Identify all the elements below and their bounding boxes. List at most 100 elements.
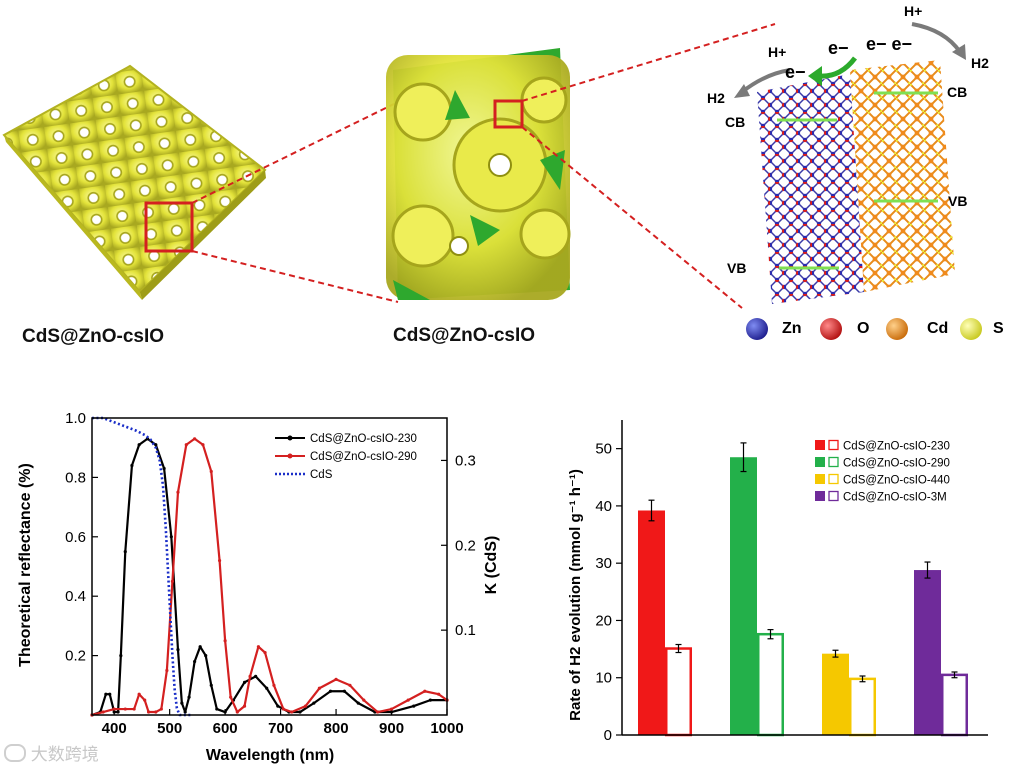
y2-tick-label: 0.1	[455, 622, 476, 639]
zoom-box-left	[144, 201, 194, 253]
zoom-box-right	[493, 99, 524, 129]
series-point-1	[209, 469, 213, 474]
legend-s: S	[993, 320, 1004, 337]
series-point-0	[356, 701, 360, 705]
series-point-1	[272, 683, 276, 687]
legend-swatch-hollow	[828, 439, 839, 451]
series-point-0	[137, 443, 141, 447]
series-point-1	[263, 651, 267, 655]
x-tick-label: 900	[379, 720, 404, 737]
series-point-0	[108, 692, 112, 696]
legend-swatch-solid	[815, 474, 825, 484]
series-point-0	[254, 674, 258, 678]
atom-ball-cd	[886, 318, 908, 340]
legend-label: CdS@ZnO-csIO-230	[843, 441, 950, 453]
series-point-1	[423, 689, 427, 693]
series-point-1	[242, 704, 247, 708]
legend-230: CdS@ZnO-csIO-230	[310, 433, 417, 445]
series-point-0	[389, 710, 394, 714]
series-point-1	[362, 698, 366, 702]
series-point-0	[180, 701, 184, 705]
zoomed-framework	[386, 48, 571, 300]
series-point-1	[248, 674, 252, 678]
bar-solid	[638, 510, 665, 735]
reflectance-x-label: Wavelength (nm)	[206, 747, 334, 764]
watermark-logo-icon	[4, 743, 26, 762]
series-point-1	[132, 707, 136, 711]
series-line-2	[92, 416, 192, 717]
legend-label: CdS@ZnO-csIO-290	[843, 458, 950, 470]
reflectance-legend: CdS@ZnO-csIO-230 CdS@ZnO-csIO-290 CdS	[275, 433, 417, 481]
watermark: 大数跨境	[4, 740, 99, 765]
x-tick-label: 500	[157, 720, 182, 737]
series-point-0	[204, 654, 208, 658]
caption-middle: CdS@ZnO-csIO	[393, 325, 536, 346]
legend-cds: CdS	[310, 469, 333, 481]
x-tick-label: 800	[324, 720, 349, 737]
atom-ball-s	[960, 318, 982, 340]
series-point-1	[303, 704, 308, 708]
series-point-0	[276, 704, 280, 708]
reflectance-y2-label: K (CdS)	[483, 536, 500, 595]
bar-y-tick-label: 10	[595, 670, 612, 687]
series-point-1	[317, 686, 322, 690]
top-illustration	[2, 22, 982, 340]
series-point-0	[265, 686, 269, 690]
series-point-0	[193, 659, 197, 664]
series-point-0	[328, 689, 333, 693]
series-point-1	[170, 579, 175, 583]
series-point-1	[223, 639, 227, 643]
series-point-1	[290, 710, 294, 714]
series-point-1	[137, 692, 141, 696]
series-point-0	[223, 710, 227, 714]
bar-hollow	[849, 677, 876, 737]
watermark-text: 大数跨境	[30, 745, 99, 765]
legend-zn: Zn	[782, 320, 802, 337]
zoom-line-upper-right	[521, 23, 776, 102]
label-vb-left: VB	[727, 260, 747, 276]
series-point-1	[146, 710, 151, 714]
bar-y-tick-label: 40	[595, 498, 612, 515]
series-point-1	[159, 707, 163, 711]
legend-swatch-solid	[815, 440, 825, 450]
label-h2-right: H2	[971, 55, 989, 71]
label-electron-pair: e− e−	[866, 34, 913, 54]
series-point-0	[198, 645, 202, 649]
bar-solid	[730, 457, 757, 735]
series-line-1	[91, 437, 448, 717]
x-tick-label: 1000	[430, 720, 463, 737]
series-point-0	[112, 710, 116, 714]
label-vb-right: VB	[948, 193, 968, 209]
series-point-1	[176, 490, 180, 494]
series-point-0	[187, 695, 191, 699]
y-tick-label: 0.8	[65, 469, 86, 486]
series-point-1	[184, 443, 188, 447]
series-point-0	[312, 701, 316, 705]
x-tick-label: 700	[268, 720, 293, 737]
legend-o: O	[857, 320, 870, 337]
legend-swatch-solid	[815, 491, 825, 501]
bar-y-tick-label: 0	[604, 727, 612, 744]
label-cb-right: CB	[947, 84, 968, 100]
y2-tick-label: 0.3	[455, 452, 476, 469]
label-h-plus-right: H+	[904, 3, 923, 19]
series-point-1	[201, 443, 205, 447]
atom-ball-zn	[746, 318, 768, 340]
series-point-1	[143, 698, 147, 702]
series-point-0	[130, 463, 134, 468]
legend-label: CdS@ZnO-csIO-440	[843, 475, 950, 487]
legend-swatch-hollow	[828, 473, 839, 485]
reflectance-chart: 400 500 600 700 800 900 1000 0.2 0.4 0.6 0.8 1.0 0.1…	[17, 410, 500, 764]
bar-solid	[822, 653, 849, 735]
atom-ball-o	[820, 318, 842, 340]
inverse-opal-slab	[2, 64, 267, 300]
series-point-0	[412, 704, 416, 708]
series-point-0	[242, 680, 247, 684]
h2-evolution-chart: 0 10 20 30 40 50 Rate of H2 evolution (mmol g…	[567, 420, 988, 744]
series-point-0	[169, 535, 173, 539]
x-tick-label: 400	[102, 720, 127, 737]
y-tick-label: 0.4	[65, 588, 86, 605]
zoom-line-upper	[191, 101, 399, 204]
bar-hollow	[941, 673, 968, 737]
bar-y-tick-label: 30	[595, 555, 612, 572]
